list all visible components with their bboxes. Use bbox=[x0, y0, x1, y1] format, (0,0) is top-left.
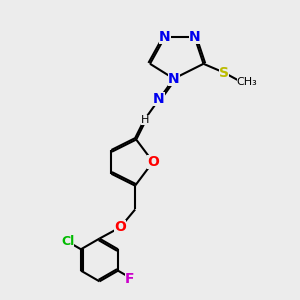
Text: O: O bbox=[114, 220, 126, 234]
Text: S: S bbox=[219, 66, 229, 80]
Text: O: O bbox=[147, 155, 159, 169]
Text: N: N bbox=[168, 72, 180, 86]
Text: Cl: Cl bbox=[61, 235, 74, 248]
Text: N: N bbox=[159, 30, 171, 44]
Text: CH₃: CH₃ bbox=[237, 76, 258, 87]
Text: F: F bbox=[125, 272, 134, 286]
Text: N: N bbox=[153, 92, 165, 106]
Text: H: H bbox=[141, 115, 150, 125]
Text: N: N bbox=[189, 30, 200, 44]
